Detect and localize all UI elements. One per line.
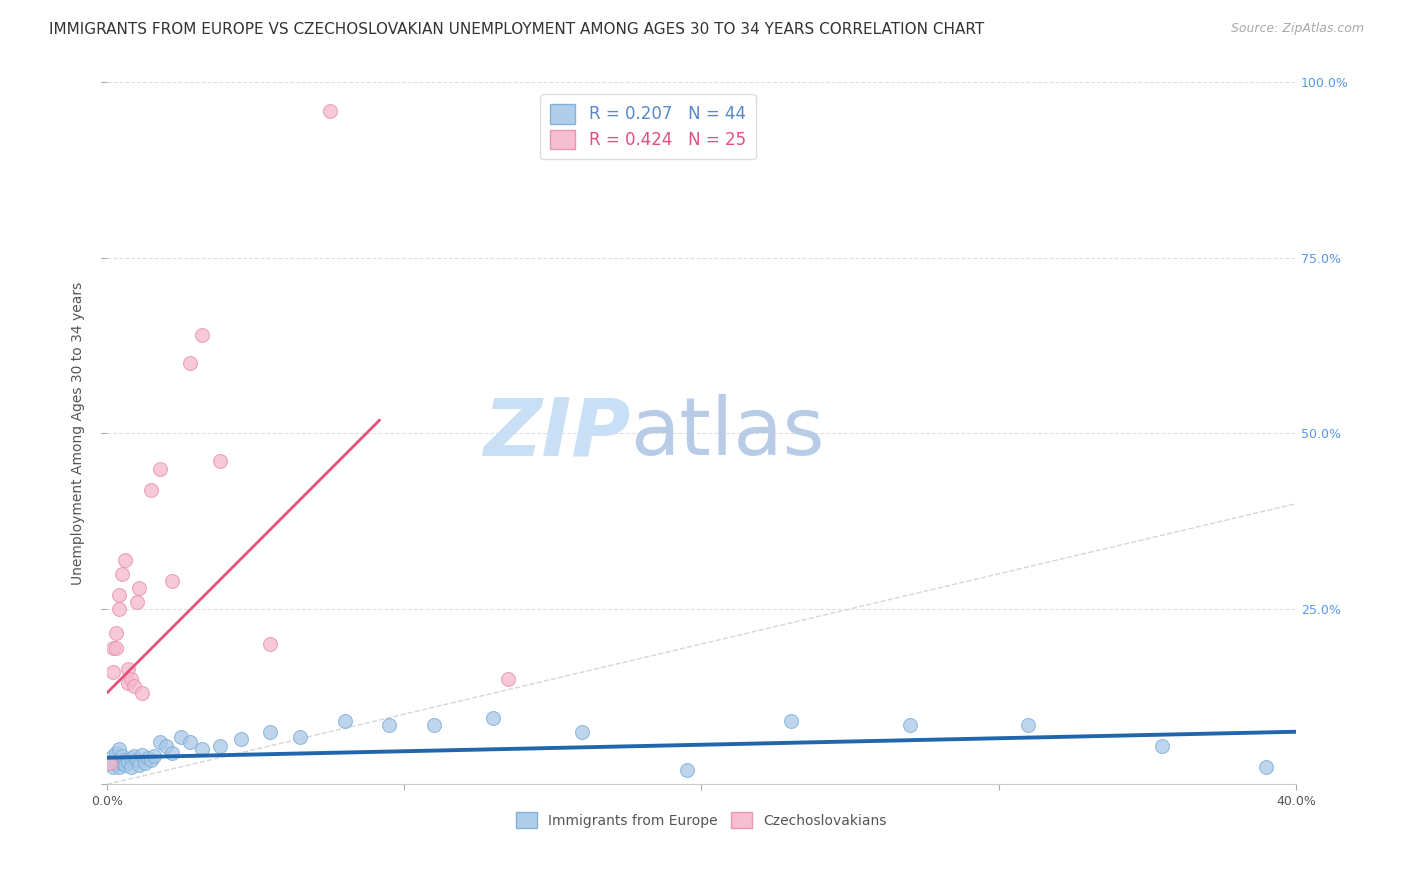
Point — [333, 714, 356, 729]
Point — [131, 686, 153, 700]
Point — [114, 553, 136, 567]
Point — [120, 672, 142, 686]
Point — [179, 735, 201, 749]
Point — [134, 756, 156, 771]
Text: ZIP: ZIP — [482, 394, 630, 473]
Point — [149, 461, 172, 475]
Point — [208, 454, 231, 468]
Point — [101, 760, 124, 774]
Point — [141, 753, 163, 767]
Point — [107, 760, 129, 774]
Point — [378, 717, 401, 731]
Point — [149, 735, 172, 749]
Point — [128, 757, 150, 772]
Point — [155, 739, 177, 753]
Point — [117, 755, 139, 769]
Point — [191, 742, 214, 756]
Point — [114, 757, 136, 772]
Point — [107, 742, 129, 756]
Point — [288, 730, 311, 744]
Point — [1256, 760, 1278, 774]
Text: IMMIGRANTS FROM EUROPE VS CZECHOSLOVAKIAN UNEMPLOYMENT AMONG AGES 30 TO 34 YEARS: IMMIGRANTS FROM EUROPE VS CZECHOSLOVAKIA… — [49, 22, 984, 37]
Text: Source: ZipAtlas.com: Source: ZipAtlas.com — [1230, 22, 1364, 36]
Point — [482, 711, 505, 725]
Point — [125, 595, 148, 609]
Point — [128, 581, 150, 595]
Point — [319, 103, 342, 118]
Point — [125, 753, 148, 767]
Point — [259, 724, 281, 739]
Point — [107, 602, 129, 616]
Point — [101, 640, 124, 655]
Point — [120, 760, 142, 774]
Point — [423, 717, 446, 731]
Point — [120, 750, 142, 764]
Y-axis label: Unemployment Among Ages 30 to 34 years: Unemployment Among Ages 30 to 34 years — [72, 282, 86, 585]
Point — [675, 764, 697, 778]
Point — [98, 756, 121, 771]
Point — [114, 753, 136, 767]
Point — [104, 626, 127, 640]
Point — [208, 739, 231, 753]
Legend: Immigrants from Europe, Czechoslovakians: Immigrants from Europe, Czechoslovakians — [510, 806, 893, 834]
Point — [179, 356, 201, 370]
Point — [122, 679, 145, 693]
Point — [141, 483, 163, 497]
Point — [229, 731, 252, 746]
Point — [1152, 739, 1174, 753]
Point — [898, 717, 921, 731]
Point — [101, 665, 124, 679]
Point — [98, 756, 121, 771]
Point — [104, 756, 127, 771]
Point — [117, 675, 139, 690]
Point — [131, 747, 153, 762]
Point — [160, 746, 183, 760]
Point — [101, 749, 124, 764]
Point — [571, 724, 593, 739]
Point — [104, 753, 127, 767]
Point — [111, 756, 134, 771]
Point — [170, 730, 193, 744]
Point — [779, 714, 801, 729]
Point — [111, 566, 134, 581]
Point — [104, 640, 127, 655]
Point — [496, 672, 519, 686]
Text: atlas: atlas — [630, 394, 824, 473]
Point — [117, 662, 139, 676]
Point — [1017, 717, 1039, 731]
Point — [111, 749, 134, 764]
Point — [143, 749, 166, 764]
Point — [259, 637, 281, 651]
Point — [104, 746, 127, 760]
Point — [138, 750, 160, 764]
Point — [191, 328, 214, 343]
Point — [160, 574, 183, 588]
Point — [122, 749, 145, 764]
Point — [107, 588, 129, 602]
